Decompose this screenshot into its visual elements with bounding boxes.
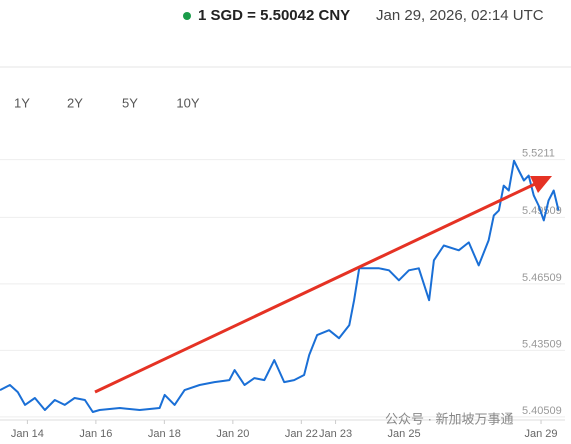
x-tick-label: Jan 14	[11, 428, 44, 440]
status-dot	[183, 12, 191, 20]
x-tick-label: Jan 29	[525, 428, 558, 440]
range-button[interactable]: 2Y	[67, 95, 83, 110]
x-tick-label: Jan 20	[216, 428, 249, 440]
range-button[interactable]: 1Y	[14, 95, 30, 110]
x-tick-label: Jan 25	[388, 428, 421, 440]
x-tick-label: Jan 16	[79, 428, 112, 440]
y-tick-label: 5.49509	[522, 205, 562, 217]
timestamp: Jan 29, 2026, 02:14 UTC	[376, 7, 544, 24]
price-line	[0, 159, 560, 413]
y-tick-label: 5.5211	[522, 148, 555, 160]
y-tick-label: 5.46509	[522, 272, 562, 284]
x-tick-label: Jan 18	[148, 428, 181, 440]
range-button[interactable]: 5Y	[122, 95, 138, 110]
x-tick-label: Jan 23	[319, 428, 352, 440]
pair-rate: 1 SGD = 5.50042 CNY	[198, 7, 350, 24]
y-tick-label: 5.40509	[522, 405, 562, 417]
x-tick-label: Jan 22	[285, 428, 318, 440]
y-tick-label: 5.43509	[522, 338, 562, 350]
overlay-arrow	[94, 182, 536, 394]
range-button[interactable]: 10Y	[176, 95, 199, 110]
overlay-arrowhead	[530, 176, 552, 193]
watermark: 公众号 · 新加坡万事通	[385, 411, 514, 426]
